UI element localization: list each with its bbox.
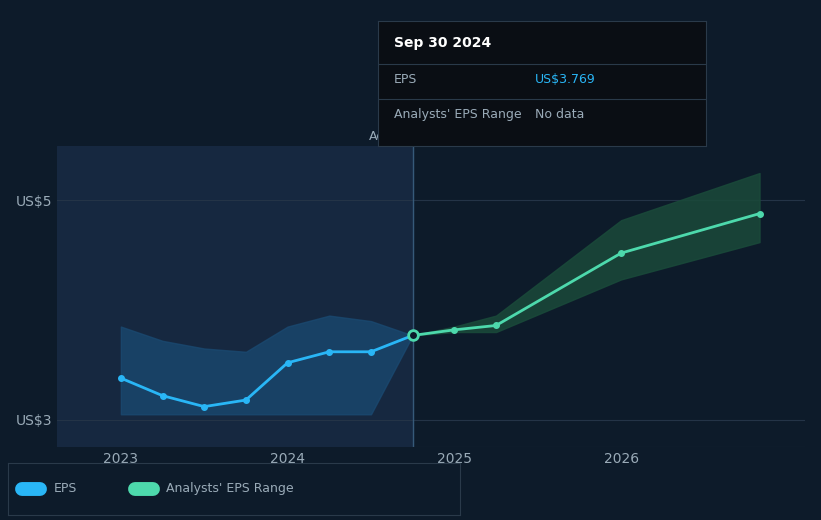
Text: Sep 30 2024: Sep 30 2024	[394, 36, 491, 50]
Text: Actual: Actual	[369, 131, 408, 144]
Text: EPS: EPS	[53, 483, 76, 495]
Text: EPS: EPS	[394, 73, 417, 86]
Text: No data: No data	[535, 108, 585, 121]
Text: Analysts' EPS Range: Analysts' EPS Range	[394, 108, 521, 121]
Text: Analysts' EPS Range: Analysts' EPS Range	[167, 483, 294, 495]
Text: Analysts Forecasts: Analysts Forecasts	[418, 131, 534, 144]
Bar	[57, 146, 413, 447]
Text: US$3.769: US$3.769	[535, 73, 596, 86]
